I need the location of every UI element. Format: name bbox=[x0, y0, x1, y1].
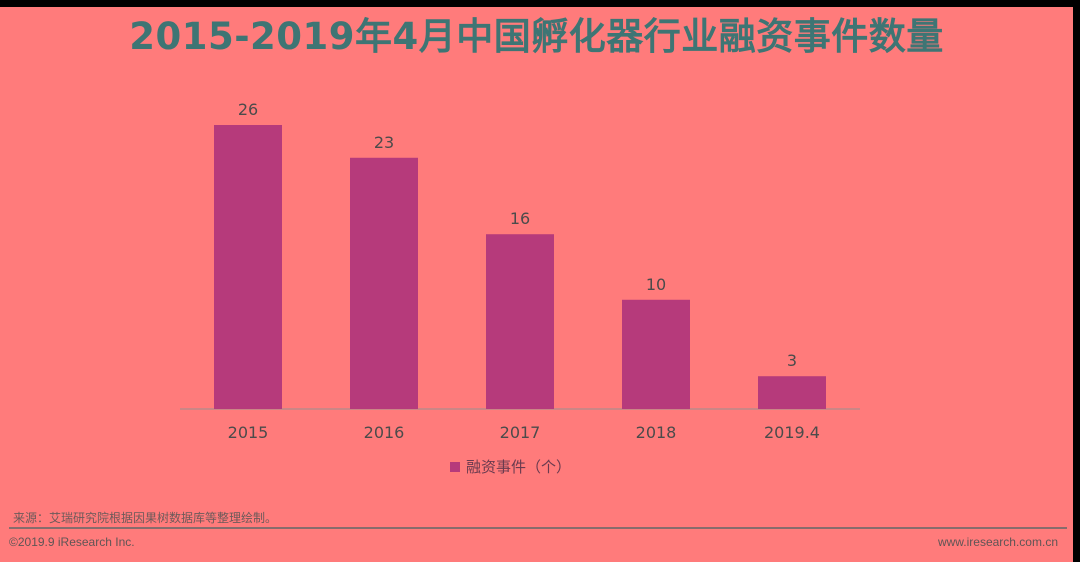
bar-2019.4 bbox=[758, 376, 826, 409]
copyright-text: ©2019.9 iResearch Inc. bbox=[9, 535, 135, 549]
x-tick-2016: 2016 bbox=[364, 423, 405, 442]
website-text: www.iresearch.com.cn bbox=[937, 535, 1058, 549]
chart-area: 26 2015 23 2016 16 2017 10 2018 3 2019.4 bbox=[0, 7, 1073, 562]
data-label-2019.4: 3 bbox=[787, 351, 797, 370]
x-tick-2019.4: 2019.4 bbox=[764, 423, 820, 442]
x-tick-2018: 2018 bbox=[636, 423, 677, 442]
legend-label: 融资事件（个） bbox=[466, 458, 572, 476]
data-label-2015: 26 bbox=[238, 100, 258, 119]
footer-divider bbox=[9, 527, 1067, 529]
chart-title: 2015-2019年4月中国孵化器行业融资事件数量 bbox=[129, 15, 944, 58]
bar-2015 bbox=[214, 125, 282, 409]
source-note: 来源：艾瑞研究院根据因果树数据库等整理绘制。 bbox=[13, 511, 278, 525]
chart-panel: 2015-2019年4月中国孵化器行业融资事件数量 26 2015 23 2016 16… bbox=[0, 7, 1073, 562]
bar-chart: 26 2015 23 2016 16 2017 10 2018 3 2019.4 bbox=[180, 100, 860, 442]
data-label-2016: 23 bbox=[374, 133, 394, 152]
x-tick-2015: 2015 bbox=[228, 423, 269, 442]
bar-2017 bbox=[486, 234, 554, 409]
x-tick-2017: 2017 bbox=[500, 423, 541, 442]
data-label-2018: 10 bbox=[646, 275, 666, 294]
chart-legend: 融资事件（个） bbox=[450, 456, 571, 477]
bar-2016 bbox=[350, 157, 418, 409]
legend-swatch bbox=[450, 461, 460, 472]
data-label-2017: 16 bbox=[510, 209, 530, 228]
bar-2018 bbox=[622, 299, 690, 409]
